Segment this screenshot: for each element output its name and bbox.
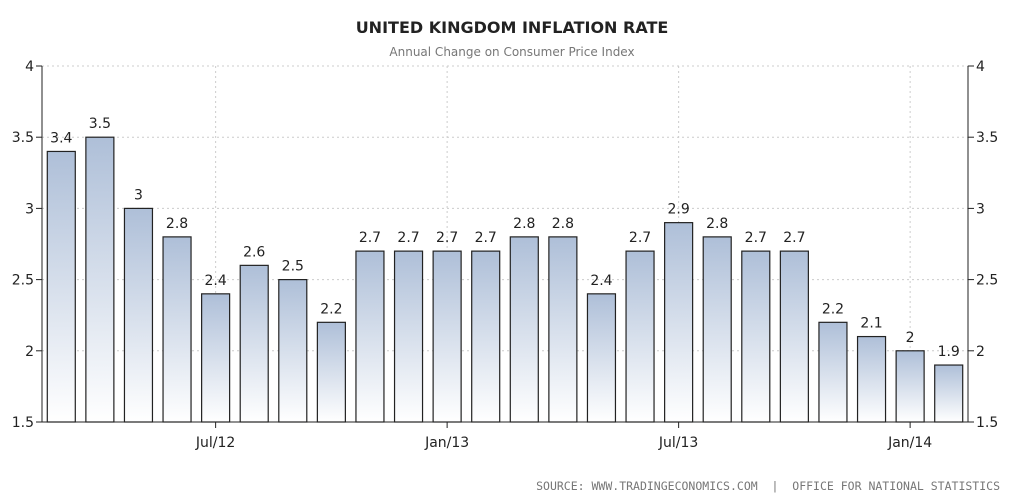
bar: [856, 335, 887, 423]
bar-value-label: 2.9: [667, 202, 689, 218]
bar: [818, 321, 848, 423]
bar-value-label: 3.5: [89, 116, 111, 132]
bar-value-label: 2.4: [204, 273, 226, 289]
bar-value-label: 2.7: [629, 230, 651, 246]
y-tick-label-right: 3: [976, 201, 985, 217]
bar: [586, 293, 617, 423]
x-tick-label: Jul/13: [658, 435, 698, 451]
bar: [509, 236, 539, 423]
bar: [393, 250, 424, 423]
bar-value-label: 2.1: [860, 316, 882, 332]
bar-value-label: 2.7: [475, 230, 497, 246]
source-note: SOURCE: WWW.TRADINGECONOMICS.COM | OFFIC…: [536, 479, 1000, 493]
bar: [123, 207, 154, 423]
bar-value-label: 2.7: [436, 230, 458, 246]
y-tick-label-left: 3: [25, 201, 34, 217]
bar: [85, 136, 115, 423]
y-tick-label-right: 2: [976, 344, 985, 360]
bar: [548, 236, 578, 423]
bar-value-label: 2.8: [706, 216, 728, 232]
bar-value-label: 2.8: [552, 216, 574, 232]
y-tick-label-right: 4: [976, 59, 985, 75]
data-labels: 3.4 3.5 3 2.8 2.4 2.6 2.5 2.2 2.7 2.7 2.7 2.7 2.8 2.8…: [50, 116, 960, 360]
bar-value-label: 2.2: [822, 301, 844, 317]
x-tick-label: Jul/12: [195, 435, 235, 451]
y-tick-label-left: 2.5: [12, 273, 34, 289]
x-tick-label: Jan/14: [887, 435, 932, 451]
bar: [895, 350, 925, 423]
y-tick-label-left: 1.5: [12, 415, 34, 431]
axes: 4 4 3.5 3.5 3 3 2.5 2.5 2 2 1.5 1.5 Jul/12 Jan/13 Jul/…: [12, 59, 999, 451]
y-tick-label-right: 1.5: [976, 415, 998, 431]
bar: [934, 364, 964, 423]
bar-value-label: 2.8: [166, 216, 188, 232]
bar-value-label: 3: [134, 187, 143, 203]
bar: [779, 250, 809, 423]
bar-value-label: 2.7: [397, 230, 419, 246]
y-tick-label-right: 3.5: [976, 130, 998, 146]
bar-value-label: 2.6: [243, 244, 265, 260]
bar: [355, 250, 385, 423]
chart-subtitle: Annual Change on Consumer Price Index: [389, 45, 634, 59]
bar: [432, 250, 462, 423]
y-tick-label-right: 2.5: [976, 273, 998, 289]
bar: [741, 250, 771, 423]
bar: [46, 150, 76, 423]
bar: [664, 222, 694, 423]
bars: [46, 136, 964, 423]
chart-title: UNITED KINGDOM INFLATION RATE: [356, 18, 669, 37]
bar: [625, 250, 655, 423]
bar-value-label: 2.8: [513, 216, 535, 232]
bar-value-label: 2.4: [590, 273, 612, 289]
y-tick-label-left: 4: [25, 59, 34, 75]
bar: [201, 293, 231, 423]
x-tick-label: Jan/13: [424, 435, 469, 451]
bar-value-label: 2.7: [359, 230, 381, 246]
bar-value-label: 2.5: [282, 259, 304, 275]
bar: [162, 236, 192, 423]
bar-value-label: 1.9: [938, 344, 960, 360]
bar-value-label: 2.7: [745, 230, 767, 246]
y-tick-label-left: 3.5: [12, 130, 34, 146]
y-tick-label-left: 2: [25, 344, 34, 360]
bar-value-label: 2: [906, 330, 915, 346]
bar: [702, 236, 732, 423]
bar: [278, 279, 308, 423]
bar: [239, 264, 269, 423]
bar-value-label: 2.7: [783, 230, 805, 246]
bar: [471, 250, 501, 423]
bar: [316, 321, 346, 423]
bar-value-label: 2.2: [320, 301, 342, 317]
bar-value-label: 3.4: [50, 130, 72, 146]
